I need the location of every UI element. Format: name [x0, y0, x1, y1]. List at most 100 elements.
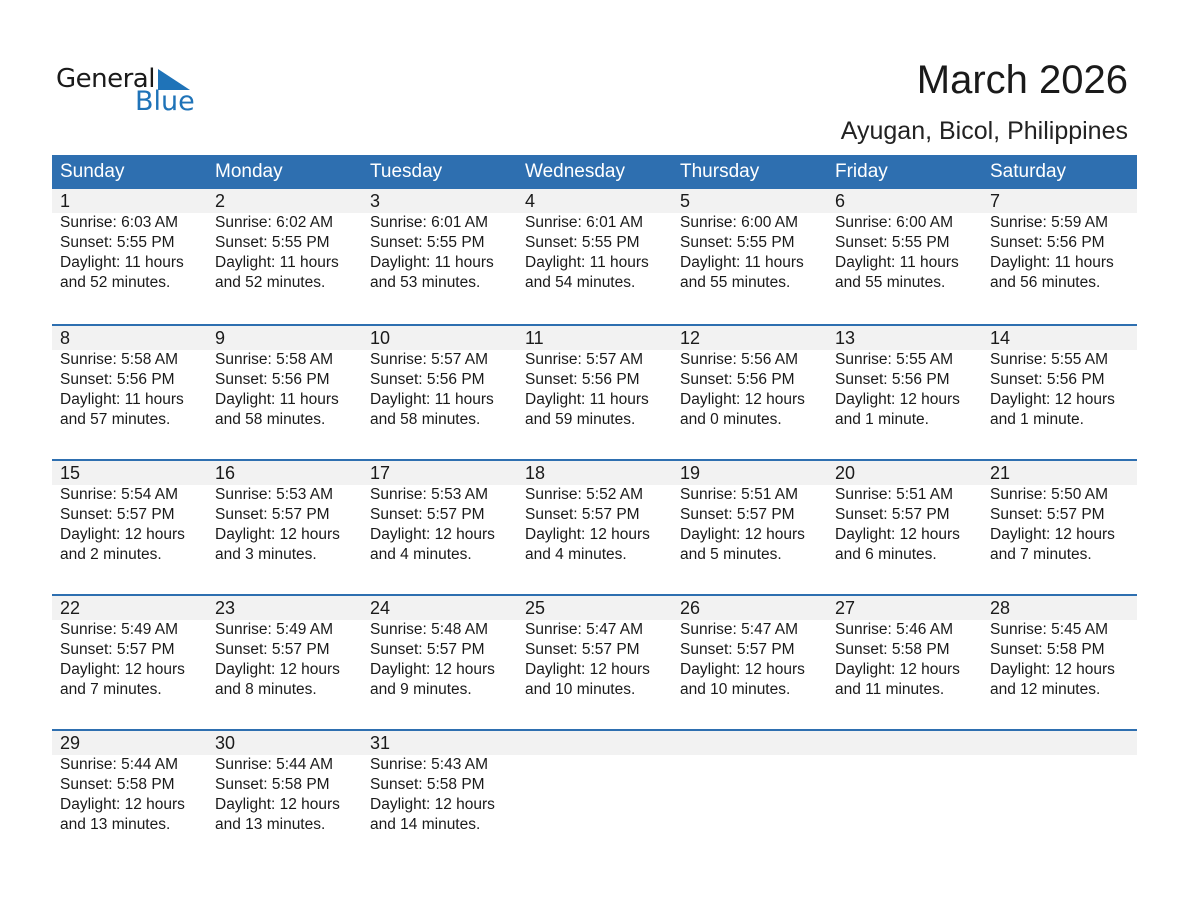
daylight-minutes-text: and 7 minutes.	[60, 681, 162, 698]
daylight-minutes-text: and 52 minutes.	[215, 274, 326, 291]
sunset-text: Sunset: 5:57 PM	[215, 506, 330, 523]
day-number: 1	[60, 191, 71, 211]
daylight-text: Daylight: 11 hours	[370, 254, 494, 271]
day-number: 6	[835, 191, 846, 211]
day-number: 17	[370, 463, 391, 483]
sunrise-text: Sunrise: 5:58 AM	[215, 351, 334, 368]
day-number: 4	[525, 191, 536, 211]
day-cell: 7 Sunrise: 5:59 AM Sunset: 5:56 PM Daylight…	[982, 189, 1137, 293]
location-subtitle: Ayugan, Bicol, Philippines	[840, 117, 1128, 145]
daylight-text: Daylight: 12 hours	[60, 796, 185, 813]
sunrise-text: Sunrise: 5:47 AM	[680, 621, 799, 638]
day-cell: 12 Sunrise: 5:56 AM Sunset: 5:56 PM Dayligh…	[672, 326, 827, 430]
calendar: Sunday Monday Tuesday Wednesday Thursday Frid…	[52, 155, 1137, 864]
sunset-text: Sunset: 5:58 PM	[370, 776, 485, 793]
sunrise-text: Sunrise: 5:52 AM	[525, 486, 644, 503]
daylight-minutes-text: and 53 minutes.	[370, 274, 481, 291]
day-number: 22	[60, 598, 81, 618]
sunset-text: Sunset: 5:57 PM	[370, 506, 485, 523]
day-cell: 31 Sunrise: 5:43 AM Sunset: 5:58 PM Dayligh…	[362, 731, 517, 835]
sunset-text: Sunset: 5:56 PM	[990, 234, 1105, 251]
week-row: 1 Sunrise: 6:03 AM Sunset: 5:55 PM Daylight…	[52, 189, 1137, 324]
sunrise-text: Sunrise: 5:51 AM	[835, 486, 954, 503]
daylight-minutes-text: and 12 minutes.	[990, 681, 1101, 698]
sunrise-text: Sunrise: 5:55 AM	[990, 351, 1109, 368]
daylight-minutes-text: and 58 minutes.	[370, 411, 481, 428]
sunrise-text: Sunrise: 5:56 AM	[680, 351, 799, 368]
daylight-text: Daylight: 11 hours	[525, 391, 649, 408]
day-number: 16	[215, 463, 236, 483]
daylight-minutes-text: and 11 minutes.	[835, 681, 945, 698]
sunrise-text: Sunrise: 5:44 AM	[60, 756, 179, 773]
day-cell: 28 Sunrise: 5:45 AM Sunset: 5:58 PM Dayligh…	[982, 596, 1137, 700]
week-row: 15 Sunrise: 5:54 AM Sunset: 5:57 PM Dayligh…	[52, 459, 1137, 594]
day-number: 11	[525, 328, 544, 348]
daylight-text: Daylight: 11 hours	[60, 391, 184, 408]
daylight-text: Daylight: 11 hours	[60, 254, 184, 271]
logo-general-text: General	[56, 64, 155, 94]
daylight-minutes-text: and 1 minute.	[835, 411, 929, 428]
weekday-header: Sunday Monday Tuesday Wednesday Thursday Frid…	[52, 155, 1137, 189]
day-cell: 19 Sunrise: 5:51 AM Sunset: 5:57 PM Dayligh…	[672, 461, 827, 565]
sunrise-text: Sunrise: 5:46 AM	[835, 621, 954, 638]
daylight-text: Daylight: 12 hours	[370, 661, 495, 678]
weekday-sunday: Sunday	[60, 161, 125, 182]
day-number-band	[52, 326, 1137, 350]
sunrise-text: Sunrise: 5:57 AM	[370, 351, 489, 368]
sunset-text: Sunset: 5:57 PM	[525, 641, 640, 658]
sunset-text: Sunset: 5:56 PM	[835, 371, 950, 388]
daylight-text: Daylight: 12 hours	[215, 526, 340, 543]
sunset-text: Sunset: 5:57 PM	[835, 506, 950, 523]
daylight-minutes-text: and 13 minutes.	[215, 816, 326, 833]
sunrise-text: Sunrise: 5:45 AM	[990, 621, 1109, 638]
day-number: 21	[990, 463, 1011, 483]
day-cell: 10 Sunrise: 5:57 AM Sunset: 5:56 PM Dayligh…	[362, 326, 517, 430]
day-number: 15	[60, 463, 81, 483]
sunrise-text: Sunrise: 5:49 AM	[215, 621, 334, 638]
weekday-tuesday: Tuesday	[370, 161, 443, 182]
daylight-text: Daylight: 11 hours	[835, 254, 959, 271]
day-number: 23	[215, 598, 236, 618]
day-number-band	[52, 731, 1137, 755]
day-number: 3	[370, 191, 381, 211]
sunset-text: Sunset: 5:57 PM	[370, 641, 485, 658]
sunrise-text: Sunrise: 5:51 AM	[680, 486, 799, 503]
day-number-band	[52, 461, 1137, 485]
day-number: 30	[215, 733, 236, 753]
sunrise-text: Sunrise: 5:55 AM	[835, 351, 954, 368]
sunset-text: Sunset: 5:57 PM	[680, 641, 795, 658]
daylight-minutes-text: and 10 minutes.	[680, 681, 791, 698]
day-number: 19	[680, 463, 701, 483]
sunset-text: Sunset: 5:55 PM	[370, 234, 485, 251]
daylight-text: Daylight: 12 hours	[60, 526, 185, 543]
sunset-text: Sunset: 5:56 PM	[370, 371, 485, 388]
daylight-minutes-text: and 2 minutes.	[60, 546, 162, 563]
day-cell: 2 Sunrise: 6:02 AM Sunset: 5:55 PM Daylight…	[207, 189, 362, 293]
daylight-text: Daylight: 12 hours	[215, 661, 340, 678]
calendar-weeks: 1 Sunrise: 6:03 AM Sunset: 5:55 PM Daylight…	[52, 189, 1137, 864]
daylight-text: Daylight: 11 hours	[215, 254, 339, 271]
sunset-text: Sunset: 5:55 PM	[525, 234, 640, 251]
daylight-minutes-text: and 52 minutes.	[60, 274, 171, 291]
daylight-text: Daylight: 12 hours	[680, 661, 805, 678]
sunrise-text: Sunrise: 6:00 AM	[680, 214, 799, 231]
daylight-minutes-text: and 4 minutes.	[525, 546, 627, 563]
daylight-minutes-text: and 6 minutes.	[835, 546, 937, 563]
logo-blue-text: Blue	[135, 86, 195, 117]
daylight-minutes-text: and 8 minutes.	[215, 681, 317, 698]
sunrise-text: Sunrise: 5:58 AM	[60, 351, 179, 368]
day-cell: 8 Sunrise: 5:58 AM Sunset: 5:56 PM Daylight…	[52, 326, 207, 430]
sunset-text: Sunset: 5:58 PM	[215, 776, 330, 793]
daylight-text: Daylight: 11 hours	[990, 254, 1114, 271]
sunrise-text: Sunrise: 5:50 AM	[990, 486, 1109, 503]
daylight-minutes-text: and 55 minutes.	[835, 274, 946, 291]
weekday-wednesday: Wednesday	[525, 161, 625, 182]
daylight-text: Daylight: 11 hours	[370, 391, 494, 408]
day-cell: 14 Sunrise: 5:55 AM Sunset: 5:56 PM Dayligh…	[982, 326, 1137, 430]
daylight-minutes-text: and 0 minutes.	[680, 411, 782, 428]
daylight-minutes-text: and 14 minutes.	[370, 816, 481, 833]
day-cell: 24 Sunrise: 5:48 AM Sunset: 5:57 PM Dayligh…	[362, 596, 517, 700]
day-cell: 6 Sunrise: 6:00 AM Sunset: 5:55 PM Daylight…	[827, 189, 982, 293]
daylight-minutes-text: and 1 minute.	[990, 411, 1084, 428]
sunrise-text: Sunrise: 5:59 AM	[990, 214, 1109, 231]
